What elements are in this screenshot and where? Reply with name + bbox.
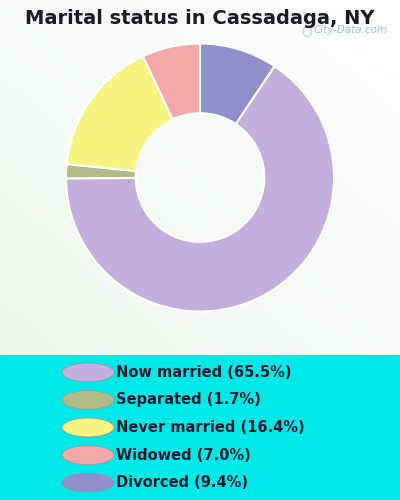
Text: Separated (1.7%): Separated (1.7%) xyxy=(116,392,261,407)
Wedge shape xyxy=(66,66,334,312)
Text: Never married (16.4%): Never married (16.4%) xyxy=(116,420,305,435)
Wedge shape xyxy=(66,164,136,178)
Wedge shape xyxy=(200,44,275,124)
Text: Widowed (7.0%): Widowed (7.0%) xyxy=(116,448,251,462)
Text: Marital status in Cassadaga, NY: Marital status in Cassadaga, NY xyxy=(25,8,375,28)
Circle shape xyxy=(62,390,114,409)
Wedge shape xyxy=(143,44,200,120)
Wedge shape xyxy=(67,56,173,171)
Circle shape xyxy=(62,473,114,492)
Text: City-Data.com: City-Data.com xyxy=(314,25,388,35)
Text: ○: ○ xyxy=(301,25,312,38)
Text: Divorced (9.4%): Divorced (9.4%) xyxy=(116,475,248,490)
Circle shape xyxy=(62,363,114,382)
Circle shape xyxy=(62,418,114,437)
Text: Now married (65.5%): Now married (65.5%) xyxy=(116,365,292,380)
Circle shape xyxy=(62,446,114,464)
